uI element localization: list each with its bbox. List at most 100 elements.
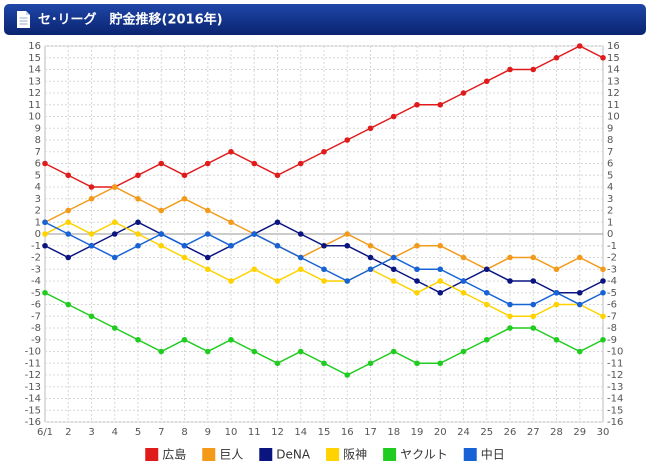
data-point	[553, 289, 560, 296]
data-point	[600, 278, 606, 284]
data-point	[553, 336, 560, 343]
y2-tick-label: -10	[607, 347, 623, 358]
x-tick-label: 17	[364, 427, 377, 438]
data-point	[274, 219, 281, 226]
y2-tick-label: -6	[607, 300, 617, 311]
x-tick-label: 25	[480, 427, 493, 438]
data-point	[111, 254, 118, 261]
y-tick-label: 16	[28, 41, 41, 52]
y-tick-label: -6	[31, 300, 41, 311]
data-point	[274, 172, 281, 179]
header-title: セ･リーグ 貯金推移(2016年)	[38, 12, 223, 28]
data-point	[158, 207, 165, 214]
y-tick-label: 5	[35, 170, 41, 181]
data-point	[65, 301, 72, 308]
data-point	[553, 266, 560, 273]
x-tick-label: 11	[248, 427, 261, 438]
data-point	[437, 289, 444, 296]
data-point	[600, 336, 606, 343]
data-point	[65, 207, 72, 214]
data-point	[88, 313, 95, 320]
data-point	[204, 254, 211, 261]
data-point	[414, 289, 420, 296]
data-point	[135, 195, 141, 202]
y-tick-label: 0	[35, 229, 41, 240]
x-tick-label: 29	[573, 427, 586, 438]
y2-tick-label: 12	[607, 88, 620, 99]
data-point	[576, 254, 583, 261]
x-tick-label: 26	[504, 427, 517, 438]
data-point	[297, 231, 304, 237]
y-tick-label: -8	[31, 323, 41, 334]
y2-tick-label: 16	[607, 41, 620, 52]
y2-tick-label: 14	[607, 65, 620, 76]
data-point	[42, 242, 48, 249]
y2-tick-label: 7	[607, 147, 613, 158]
x-tick-label: 19	[411, 427, 424, 438]
data-point	[65, 172, 72, 179]
data-point	[42, 289, 48, 296]
y-tick-label: -3	[31, 264, 41, 275]
data-point	[507, 66, 513, 73]
y-tick-label: -13	[25, 382, 41, 393]
data-point	[65, 231, 72, 237]
data-point	[367, 254, 374, 261]
y-tick-label: 10	[28, 112, 41, 123]
y2-tick-label: 2	[607, 206, 613, 217]
data-point	[390, 348, 397, 355]
y-tick-label: -5	[31, 288, 41, 299]
y-tick-label: 9	[35, 123, 41, 134]
data-point	[181, 336, 188, 343]
y-tick-label: 4	[35, 182, 41, 193]
x-tick-label: 5	[135, 427, 141, 438]
data-point	[344, 372, 351, 378]
data-point	[414, 242, 420, 249]
data-point	[181, 172, 188, 179]
y2-tick-label: 11	[607, 100, 620, 111]
data-point	[42, 160, 48, 167]
x-tick-label: 12	[271, 427, 284, 438]
y-tick-label: 15	[28, 53, 41, 64]
data-point	[483, 289, 490, 296]
data-point	[390, 266, 397, 273]
data-point	[460, 348, 467, 355]
y-tick-label: -12	[25, 370, 41, 381]
data-point	[111, 325, 118, 331]
y-tick-label: 3	[35, 194, 41, 205]
legend-label: DeNA	[276, 448, 311, 462]
y2-tick-label: 1	[607, 217, 613, 228]
x-tick-label: 9	[205, 427, 211, 438]
data-point	[367, 266, 374, 273]
y2-tick-label: -2	[607, 253, 617, 264]
data-point	[507, 301, 513, 308]
data-point	[507, 254, 513, 261]
y-tick-label: -9	[31, 335, 41, 346]
y2-tick-label: -11	[607, 358, 623, 369]
y2-tick-label: 5	[607, 170, 613, 181]
data-point	[437, 278, 444, 284]
y2-tick-label: -5	[607, 288, 617, 299]
data-point	[204, 160, 211, 167]
data-point	[530, 278, 537, 284]
data-point	[274, 360, 281, 367]
x-tick-label: 7	[158, 427, 164, 438]
data-point	[483, 78, 490, 85]
data-point	[321, 148, 327, 155]
data-point	[297, 348, 304, 355]
data-point	[111, 184, 118, 190]
y2-tick-label: -15	[607, 405, 623, 416]
data-point	[65, 254, 72, 261]
data-point	[251, 160, 258, 167]
y-tick-label: 14	[28, 65, 41, 76]
data-point	[530, 313, 537, 320]
data-point	[460, 254, 467, 261]
legend-swatch	[259, 448, 273, 461]
y2-tick-label: -16	[607, 417, 623, 428]
data-point	[88, 184, 95, 190]
data-point	[437, 360, 444, 367]
x-tick-label: 24	[457, 427, 470, 438]
data-point	[344, 278, 351, 284]
y2-tick-label: -4	[607, 276, 617, 287]
data-point	[553, 54, 560, 61]
